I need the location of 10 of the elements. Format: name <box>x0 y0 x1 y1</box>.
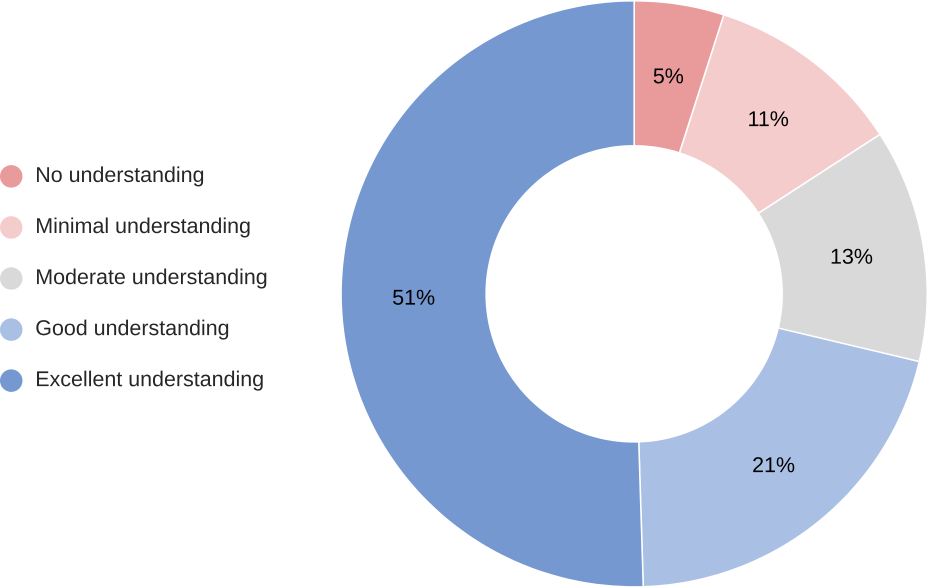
data-label: 5% <box>654 68 684 84</box>
data-label: 11% <box>749 111 788 126</box>
legend-label: Good understanding <box>36 320 228 340</box>
legend-label: Excellent understanding <box>37 370 263 391</box>
legend-label: Moderate understanding <box>37 268 266 289</box>
data-label: 13% <box>832 248 872 264</box>
legend-label: Minimal understanding <box>37 218 250 238</box>
legend-label: No understanding <box>37 166 204 187</box>
data-label: 51% <box>393 290 434 305</box>
data-label: 21% <box>753 457 794 472</box>
